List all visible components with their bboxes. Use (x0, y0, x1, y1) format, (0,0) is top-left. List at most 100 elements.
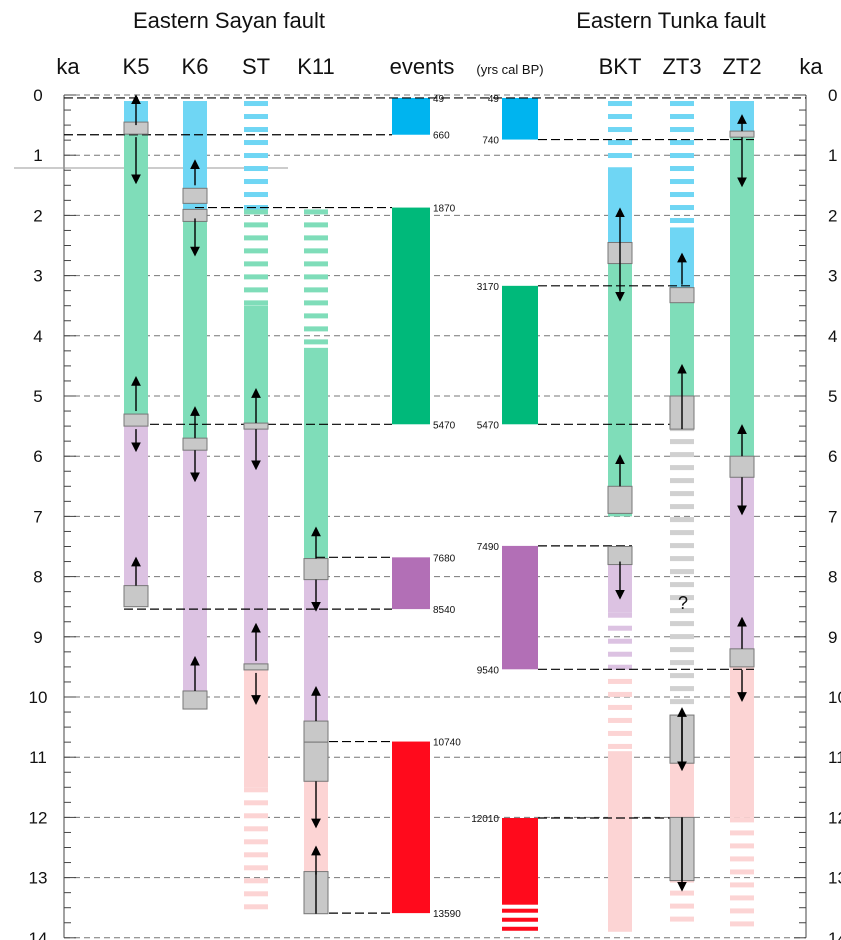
tick-left-12: 12 (29, 808, 48, 827)
ST-blue-dash (244, 114, 268, 120)
BKT-blue-dash (608, 140, 632, 146)
ST-red-dash (244, 813, 268, 819)
ZT2-red-dash (730, 908, 754, 914)
tick-left-5: 5 (33, 387, 42, 406)
BKT-purple-dash (608, 625, 632, 631)
ZT3-blue-dash (670, 114, 694, 120)
tick-left-11: 11 (29, 748, 47, 767)
column-bkt: BKT (599, 54, 642, 79)
ZT3-blue-dash (670, 140, 694, 146)
ZT3-red-dash (670, 903, 694, 909)
sayan-event-label-from: 7680 (433, 553, 456, 564)
ZT3-gray-dash (670, 660, 694, 666)
ST-blue-dash (244, 101, 268, 107)
sample-box (303, 558, 329, 581)
tunka-event-label-from: 3170 (477, 282, 500, 293)
BKT-blue-dash (608, 114, 632, 120)
ZT3-blue-dash (670, 101, 694, 107)
tick-right-1: 1 (828, 146, 837, 165)
column-events: events (390, 54, 455, 79)
ZT3-gray-dash (670, 686, 694, 692)
tunka-event-red (502, 818, 538, 905)
column-st: ST (242, 54, 270, 79)
sample-box (123, 413, 149, 427)
sample-box (182, 187, 208, 204)
ST-blue-dash (244, 179, 268, 185)
tick-right-4: 4 (828, 327, 837, 346)
sample-box (607, 485, 633, 514)
uncertain-question-mark: ? (678, 593, 688, 613)
sayan-event-label-to: 660 (433, 131, 450, 142)
ZT3-gray-dash (670, 465, 694, 471)
tunka-event-label-to: 9540 (477, 665, 500, 676)
time-gridlines (64, 94, 806, 939)
ST-red-dash (244, 787, 268, 793)
ZT3-gray-dash (670, 634, 694, 640)
ST-blue-dash (244, 192, 268, 198)
tick-right-10: 10 (828, 688, 841, 707)
column-events-unit: (yrs cal BP) (476, 62, 543, 77)
ZT3-blue-dash (670, 166, 694, 172)
tick-right-6: 6 (828, 447, 837, 466)
BKT-purple-dash (608, 651, 632, 657)
BKT-purple-dash (608, 664, 632, 670)
ZT3-red-dash (670, 890, 694, 896)
K11-green-dash (304, 248, 328, 254)
tick-right-13: 13 (828, 869, 841, 888)
tick-left-8: 8 (33, 568, 42, 587)
axis-unit-left: ka (56, 54, 80, 79)
K11-green-dash (304, 300, 328, 306)
tick-right-14: 14 (828, 929, 841, 940)
ST-red-dash (244, 852, 268, 858)
BKT-blue-dash (608, 127, 632, 133)
K11-green-dash (304, 274, 328, 280)
K11-green-dash (304, 261, 328, 267)
tick-left-6: 6 (33, 447, 42, 466)
column-k11: K11 (297, 54, 335, 79)
ZT3-blue-dash (670, 153, 694, 159)
sayan-event-label-from: 49 (433, 94, 445, 105)
tunka-event-blue (502, 97, 538, 140)
column-k6: K6 (182, 54, 209, 79)
sample-box (303, 741, 329, 782)
ZT3-blue-dash (670, 127, 694, 133)
ZT3-red-dash (670, 916, 694, 922)
BKT-blue-dash (608, 153, 632, 159)
sayan-event-blue (392, 97, 430, 135)
K11-green-dash (304, 326, 328, 332)
BKT-purple-dash (608, 612, 632, 618)
tick-right-12: 12 (828, 808, 841, 827)
ZT3-gray-dash (670, 439, 694, 445)
ZT2-green-band (730, 137, 754, 475)
BKT-red-dash (608, 678, 632, 684)
ZT3-blue-dash (670, 192, 694, 198)
ZT3-gray-dash (670, 543, 694, 549)
BKT-purple-dash (608, 638, 632, 644)
ST-blue-dash (244, 127, 268, 133)
time-axes: 0011223344556677889910101111121213131414 (14, 86, 841, 940)
sample-box (669, 287, 695, 304)
sayan-event-label-to: 8540 (433, 605, 456, 616)
ZT2-red-dash (730, 830, 754, 836)
ZT2-red-dash (730, 921, 754, 927)
ZT3-blue-dash (670, 205, 694, 211)
sample-box (123, 585, 149, 608)
K11-green-dash (304, 313, 328, 319)
BKT-red-dash (608, 717, 632, 723)
ZT3-gray-dash (670, 569, 694, 575)
ZT3-gray-dash (670, 504, 694, 510)
BKT-blue-dash (608, 101, 632, 107)
ST-red-dash (244, 878, 268, 884)
tick-right-3: 3 (828, 267, 837, 286)
column-k5: K5 (123, 54, 150, 79)
tick-right-8: 8 (828, 568, 837, 587)
ST-red-dash (244, 800, 268, 806)
tunka-event-label-to: 740 (482, 136, 499, 147)
sayan-event-label-to: 13590 (433, 909, 461, 920)
tunka-event-red-dash (502, 908, 538, 913)
ZT3-gray-dash (670, 621, 694, 627)
ZT3-gray-dash (670, 582, 694, 588)
tunka-event-label-to: 5470 (477, 420, 500, 431)
tunka-event-label-from: 12010 (471, 814, 499, 825)
